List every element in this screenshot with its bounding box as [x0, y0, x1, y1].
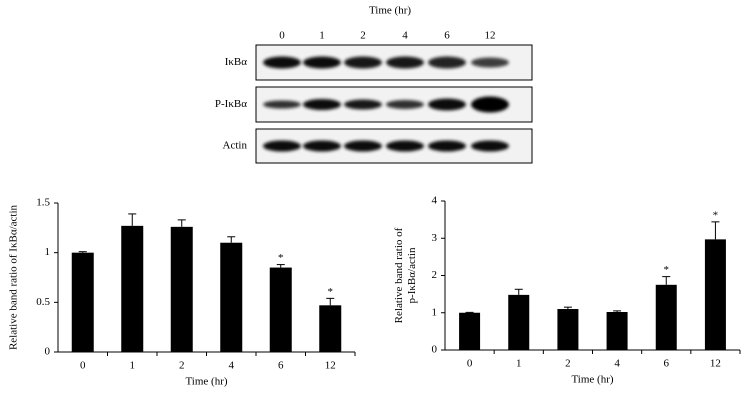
x-tick-label: 1 — [516, 358, 522, 370]
blot-band — [428, 56, 466, 69]
bar — [220, 242, 243, 352]
lane-label: 12 — [485, 30, 496, 42]
error-bar — [613, 310, 622, 313]
y-tick-label: 0 — [432, 344, 438, 356]
error-bar — [514, 288, 523, 295]
lane-label: 6 — [444, 30, 450, 42]
bar — [459, 312, 481, 350]
blot-row-label: Actin — [223, 140, 248, 152]
bar — [508, 294, 530, 350]
error-bar — [711, 221, 720, 240]
y-axis-label: Relative band ratio of IκBα/actin — [8, 204, 20, 350]
x-tick-label: 1 — [130, 360, 136, 372]
error-bar — [177, 219, 186, 227]
blot-band — [386, 140, 424, 152]
y-tick-label: 3 — [432, 232, 438, 244]
error-bar — [563, 306, 572, 310]
blot-row-label: P-IκBα — [215, 98, 247, 110]
blot-row-label: IκBα — [225, 56, 248, 68]
y-tick-label: 2 — [432, 269, 438, 281]
significance-marker: * — [328, 286, 334, 298]
x-tick-label: 2 — [179, 360, 185, 372]
bar — [704, 239, 726, 350]
x-tick-label: 12 — [710, 358, 721, 370]
blot-band — [344, 140, 382, 152]
x-axis-label: Time (hr) — [571, 374, 613, 386]
error-bar — [326, 297, 335, 306]
x-tick-label: 6 — [664, 358, 670, 370]
lane-label: 4 — [402, 30, 408, 42]
significance-marker: * — [278, 252, 284, 264]
blot-band — [263, 100, 301, 109]
y-tick-label: 0.5 — [36, 296, 50, 308]
error-bar — [662, 276, 671, 285]
x-tick-label: 6 — [278, 360, 284, 372]
x-tick-label: 0 — [467, 358, 473, 370]
bar — [71, 252, 94, 352]
lane-label: 2 — [360, 30, 366, 42]
blot-band — [263, 140, 301, 152]
y-tick-label: 1 — [432, 306, 438, 318]
bar — [269, 267, 292, 352]
x-tick-label: 0 — [80, 360, 86, 372]
error-bar — [78, 251, 87, 253]
bar — [655, 284, 677, 350]
y-axis-label: p-IκBα/actin — [406, 247, 418, 303]
blot-band — [471, 96, 509, 113]
x-axis-label: Time (hr) — [185, 376, 227, 388]
bar — [557, 309, 579, 350]
bar — [170, 226, 193, 352]
significance-marker: * — [664, 264, 670, 276]
x-tick-label: 4 — [614, 358, 620, 370]
blot-band — [303, 140, 341, 152]
x-tick-label: 12 — [325, 360, 336, 372]
blot-band — [471, 140, 509, 152]
blot-band — [428, 98, 466, 111]
bar — [319, 305, 342, 352]
blot-band — [428, 140, 466, 152]
blot-band — [344, 99, 382, 110]
bar — [121, 225, 144, 352]
blot-band — [471, 57, 509, 68]
lane-label: 1 — [319, 30, 325, 42]
y-tick-label: 1 — [45, 246, 51, 258]
error-bar — [276, 264, 285, 268]
blot-band — [263, 56, 301, 69]
blot-band — [344, 56, 382, 69]
bar — [606, 312, 628, 350]
lane-label: 0 — [279, 30, 285, 42]
blot-band — [303, 99, 341, 110]
blot-band — [386, 100, 424, 109]
error-bar — [128, 213, 137, 226]
blot-band — [386, 56, 424, 69]
y-tick-label: 1.5 — [36, 197, 50, 209]
y-axis-label: Relative band ratio of — [393, 227, 405, 323]
y-tick-label: 4 — [432, 195, 438, 207]
blot-band — [303, 56, 341, 69]
error-bar — [227, 236, 236, 243]
y-tick-label: 0 — [45, 346, 51, 358]
blot-title: Time (hr) — [369, 5, 411, 17]
x-tick-label: 2 — [565, 358, 571, 370]
x-tick-label: 4 — [229, 360, 235, 372]
significance-marker: * — [713, 209, 719, 221]
